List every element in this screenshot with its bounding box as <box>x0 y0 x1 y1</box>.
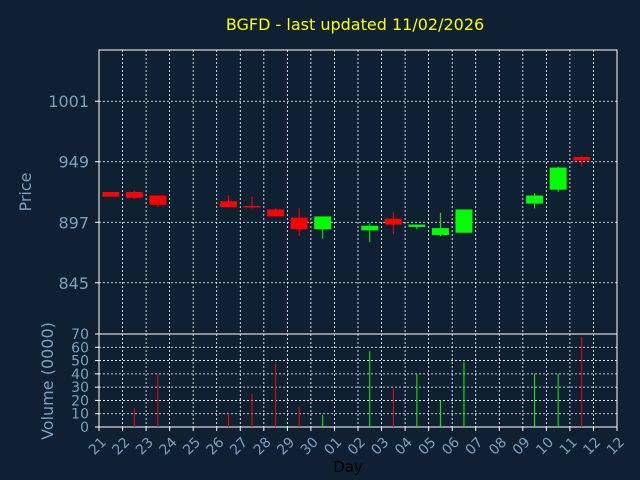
candle-body <box>125 192 143 198</box>
candle-body <box>408 224 426 227</box>
volume-tick-label: 40 <box>71 367 89 383</box>
volume-tick-label: 70 <box>71 327 89 343</box>
x-tick-label: 12 <box>604 435 628 459</box>
x-tick-label: 21 <box>86 435 110 459</box>
grid-layer <box>95 49 618 431</box>
candle-body <box>290 217 308 230</box>
x-axis-label: Day <box>333 458 363 476</box>
candle-body <box>220 201 237 208</box>
x-tick-label: 23 <box>133 435 157 459</box>
volume-tick-label: 60 <box>71 340 89 356</box>
price-tick-label: 845 <box>58 274 89 293</box>
price-axis-label: Price <box>16 172 35 211</box>
price-tick-label: 1001 <box>48 92 89 111</box>
candle-body <box>455 209 473 233</box>
volume-tick-label: 10 <box>71 407 89 423</box>
x-tick-label: 26 <box>204 434 228 458</box>
candle-body <box>361 225 379 231</box>
x-tick-label: 07 <box>463 435 487 459</box>
x-tick-label: 08 <box>486 435 510 459</box>
candle-body <box>526 195 544 204</box>
x-tick-label: 05 <box>416 435 440 459</box>
candle-body <box>149 195 167 205</box>
volume-axis-label: Volume (0000) <box>38 322 57 440</box>
x-tick-label: 02 <box>345 435 369 459</box>
x-tick-label: 12 <box>580 435 604 459</box>
x-tick-label: 29 <box>274 435 298 459</box>
x-tick-label: 10 <box>533 435 557 459</box>
candle-body <box>267 209 285 217</box>
volume-tick-label: 0 <box>80 420 89 436</box>
candle-body <box>243 205 261 208</box>
mark-layer <box>102 155 591 427</box>
chart-title: BGFD - last updated 11/02/2026 <box>226 15 484 34</box>
x-tick-label: 30 <box>298 435 322 459</box>
x-tick-label: 06 <box>439 434 463 458</box>
candle-body <box>431 228 449 236</box>
candle-body <box>384 218 402 225</box>
x-tick-label: 22 <box>109 435 133 459</box>
price-tick-label: 897 <box>58 213 89 232</box>
x-tick-label: 24 <box>157 434 181 458</box>
candle-body <box>314 216 332 230</box>
x-tick-label: 25 <box>180 435 204 459</box>
volume-tick-label: 20 <box>71 393 89 409</box>
price-tick-label: 949 <box>58 153 89 172</box>
x-tick-label: 28 <box>251 435 275 459</box>
volume-tick-label: 50 <box>71 354 89 370</box>
volume-tick-label: 30 <box>71 380 89 396</box>
x-tick-label: 03 <box>368 435 392 459</box>
candle-body <box>102 192 120 197</box>
x-tick-label: 27 <box>227 435 251 459</box>
x-tick-label: 04 <box>392 434 416 458</box>
candle-body <box>549 167 567 190</box>
x-tick-label: 01 <box>321 435 345 459</box>
x-tick-label: 09 <box>510 435 534 459</box>
candle-body <box>573 157 591 161</box>
x-tick-label: 11 <box>557 435 581 459</box>
